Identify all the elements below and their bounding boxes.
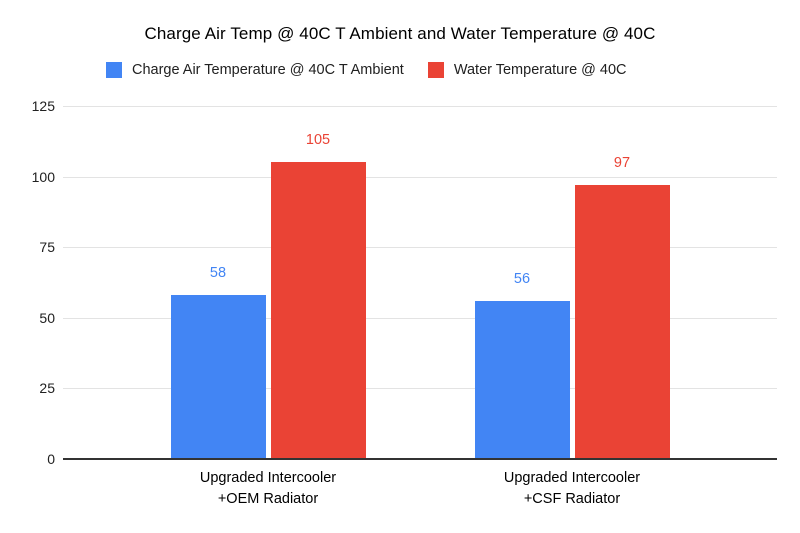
- bar-column: 58: [170, 106, 266, 459]
- bar-value-label: 97: [613, 155, 631, 172]
- x-axis-line: [63, 458, 777, 460]
- bar-group: 58 105: [116, 106, 420, 459]
- legend: Charge Air Temperature @ 40C T Ambient Wa…: [106, 62, 627, 78]
- bars-row: 58 105 56 97: [63, 106, 777, 459]
- legend-swatch-icon: [106, 62, 122, 78]
- gridline: [63, 317, 777, 319]
- bar-column: 97: [574, 106, 670, 459]
- bar-value-label: 105: [305, 132, 331, 149]
- legend-swatch-icon: [427, 62, 444, 78]
- y-tick-label: 50: [39, 309, 55, 326]
- legend-label: Water Temperature @ 40C: [453, 62, 627, 78]
- y-tick-label: 125: [31, 98, 55, 114]
- y-tick-label: 25: [39, 380, 55, 397]
- chart-title: Charge Air Temp @ 40C T Ambient and Wate…: [144, 24, 656, 43]
- category-axis: Upgraded Intercooler +OEM Radiator Upgrad…: [63, 468, 777, 510]
- gridline: [63, 247, 777, 249]
- legend-item: Charge Air Temperature @ 40C T Ambient: [106, 62, 404, 78]
- y-tick-label: 75: [39, 239, 55, 256]
- y-tick-label: 0: [47, 451, 55, 467]
- bar-group: 56 97: [420, 106, 724, 459]
- gridline: [63, 388, 777, 390]
- bar: [170, 295, 266, 459]
- y-tick-label: 100: [31, 168, 55, 185]
- category-label: Upgraded Intercooler +CSF Radiator: [503, 470, 641, 507]
- bar: [574, 185, 670, 459]
- legend-item: Water Temperature @ 40C: [427, 62, 627, 78]
- legend-label: Charge Air Temperature @ 40C T Ambient: [132, 62, 404, 78]
- y-axis: 0 25 50 75 100 125: [0, 98, 55, 467]
- gridline: [63, 176, 777, 178]
- gridline: [63, 106, 777, 107]
- bar: [270, 162, 366, 459]
- bar-value-label: 58: [209, 265, 227, 282]
- bar: [474, 300, 570, 459]
- plot-area: 58 105 56 97: [63, 106, 777, 460]
- category-label: Upgraded Intercooler +OEM Radiator: [199, 470, 337, 507]
- bar-column: 105: [270, 106, 366, 459]
- bar-value-label: 56: [513, 270, 531, 287]
- bar-column: 56: [474, 106, 570, 459]
